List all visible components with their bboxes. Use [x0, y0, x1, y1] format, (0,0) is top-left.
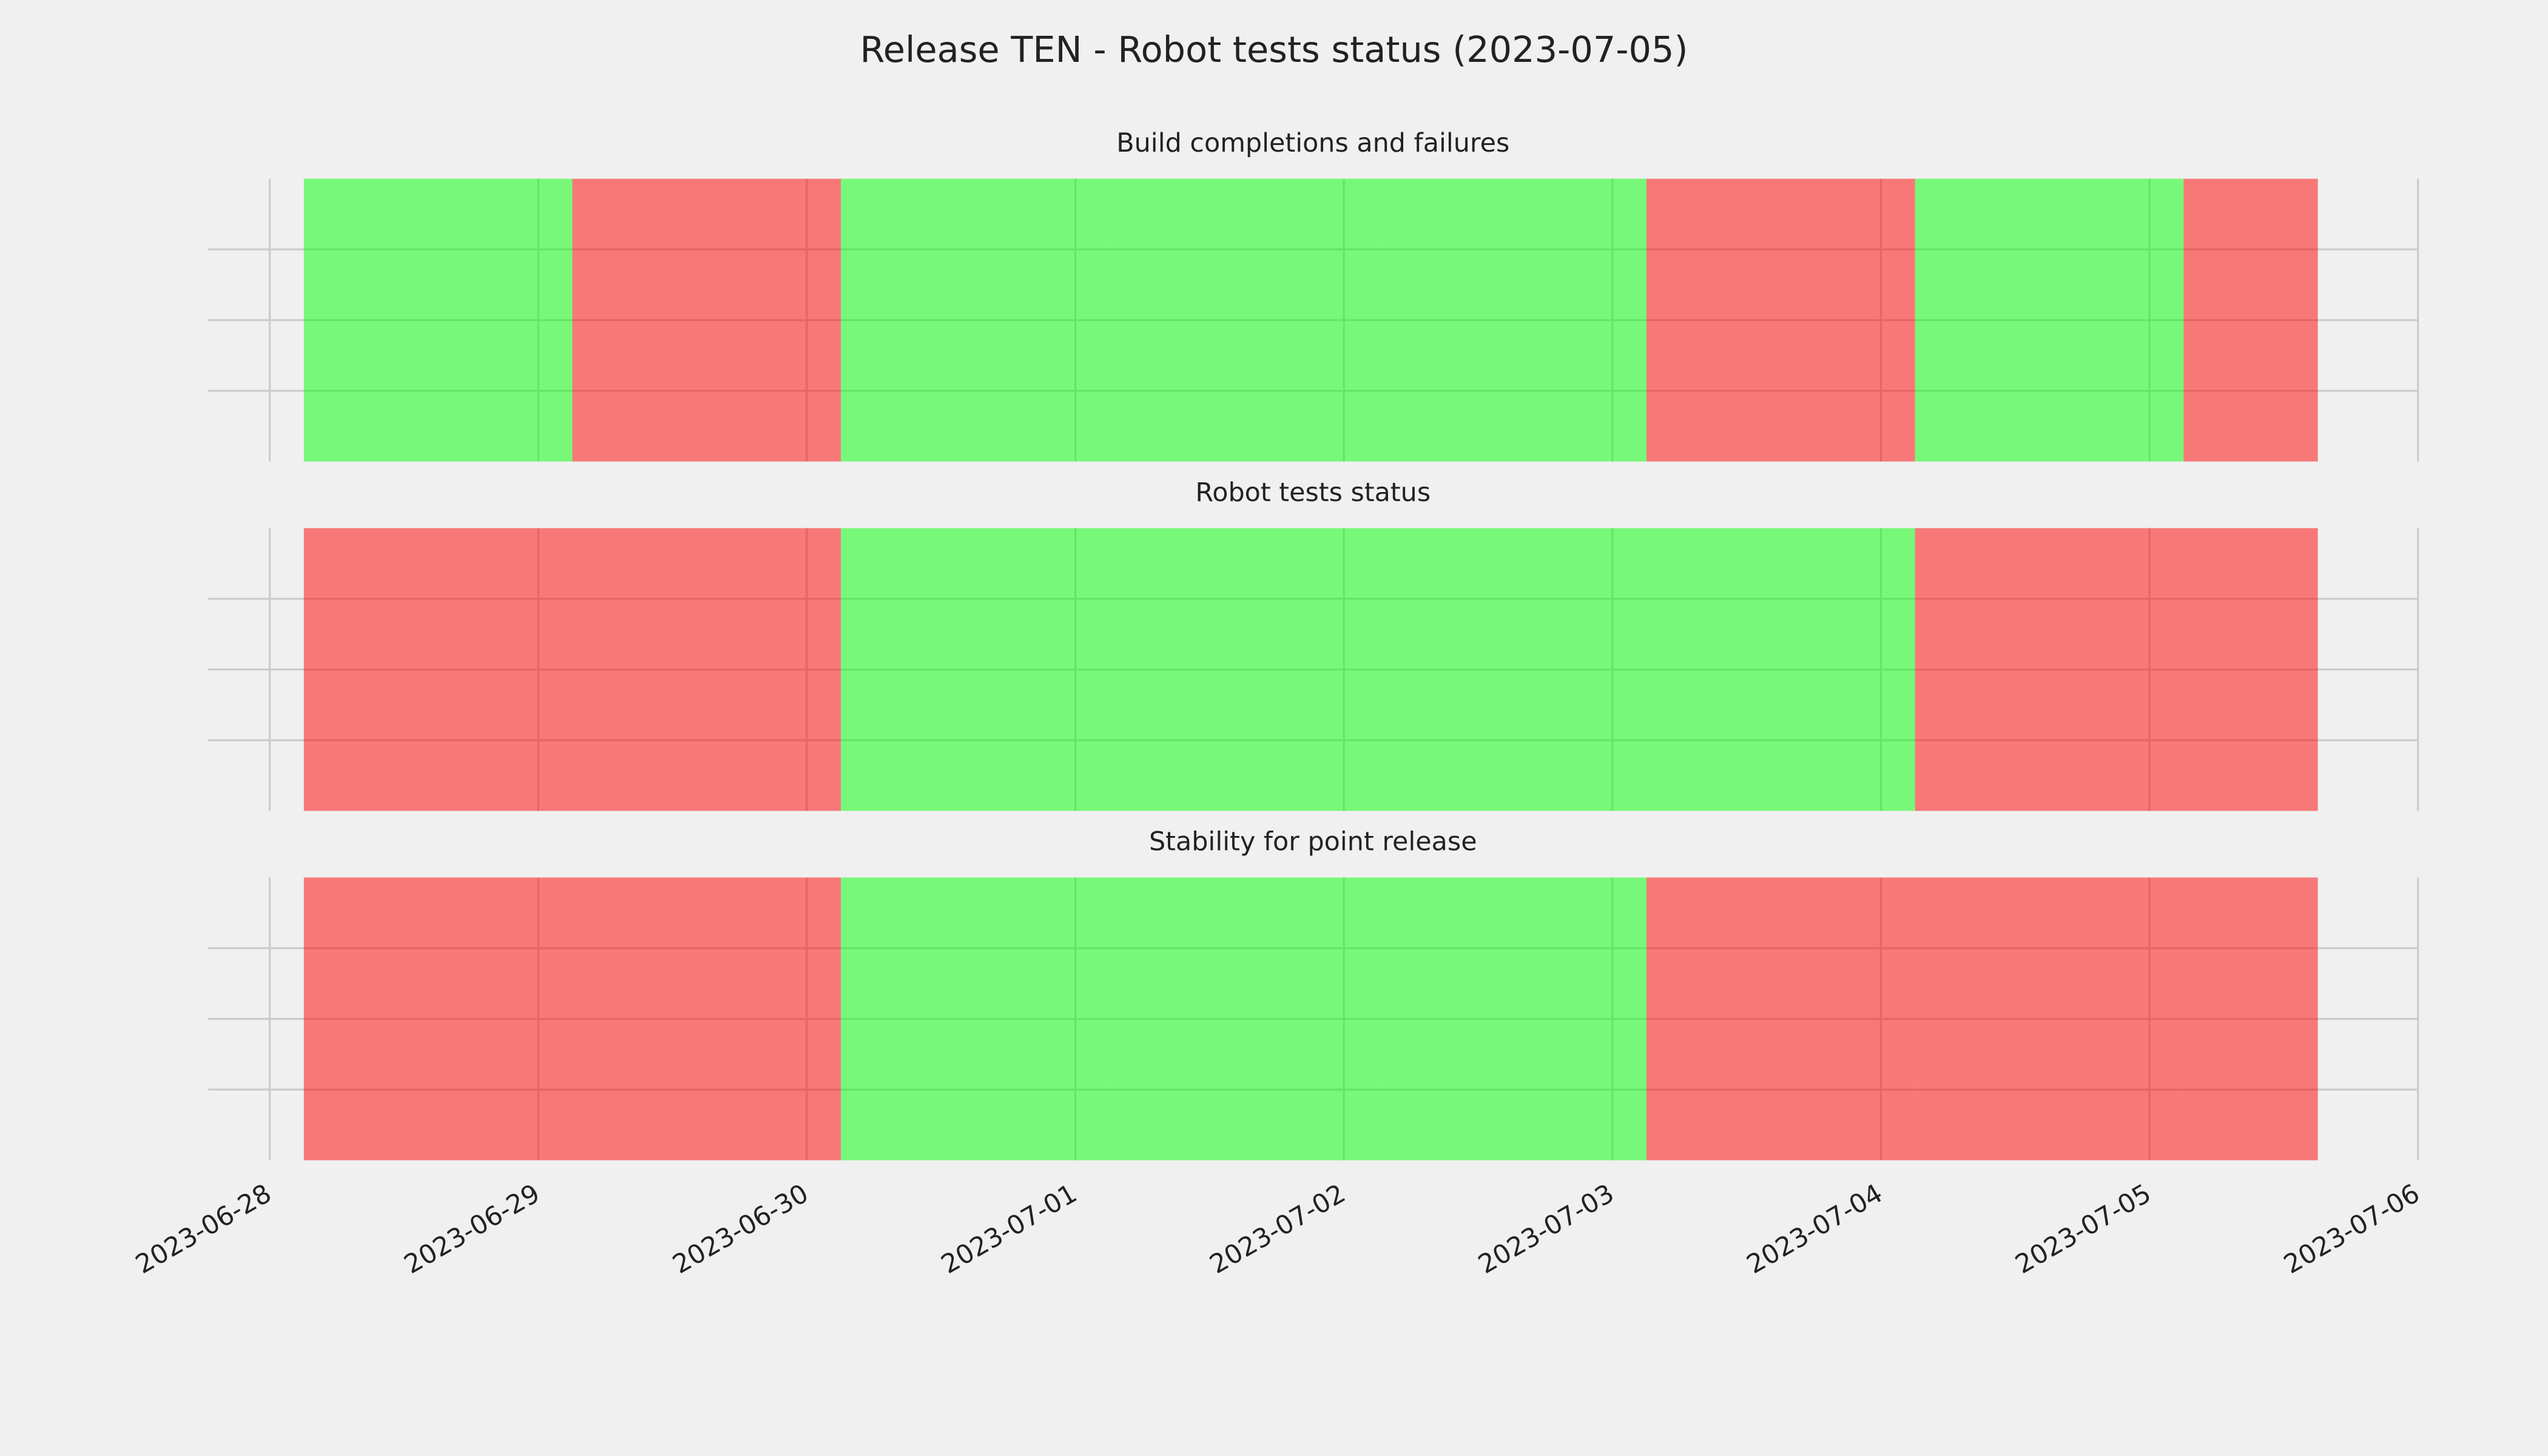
- status-span: [1915, 528, 2184, 811]
- status-span: [572, 877, 841, 1161]
- status-span: [303, 528, 573, 811]
- status-span: [1915, 178, 2184, 462]
- status-span: [841, 877, 1110, 1161]
- status-span: [1109, 528, 1378, 811]
- panel-title: Robot tests status: [1195, 477, 1431, 508]
- status-span: [1109, 178, 1378, 462]
- status-span: [1646, 528, 1915, 811]
- status-span: [303, 178, 573, 462]
- status-span: [1378, 528, 1647, 811]
- chart-title: Release TEN - Robot tests status (2023-0…: [860, 29, 1688, 70]
- status-span: [841, 178, 1110, 462]
- status-span: [1915, 877, 2184, 1161]
- status-span: [1109, 877, 1378, 1161]
- status-span: [1378, 178, 1647, 462]
- status-span: [841, 528, 1110, 811]
- status-span: [2183, 178, 2318, 462]
- panel-title: Build completions and failures: [1116, 128, 1509, 158]
- status-span: [2183, 877, 2318, 1161]
- status-span: [1646, 178, 1915, 462]
- status-span: [303, 877, 573, 1161]
- status-span: [572, 178, 841, 462]
- status-span: [1646, 877, 1915, 1161]
- panel-title: Stability for point release: [1149, 827, 1477, 857]
- status-span: [1378, 877, 1647, 1161]
- status-span: [572, 528, 841, 811]
- status-span: [2183, 528, 2318, 811]
